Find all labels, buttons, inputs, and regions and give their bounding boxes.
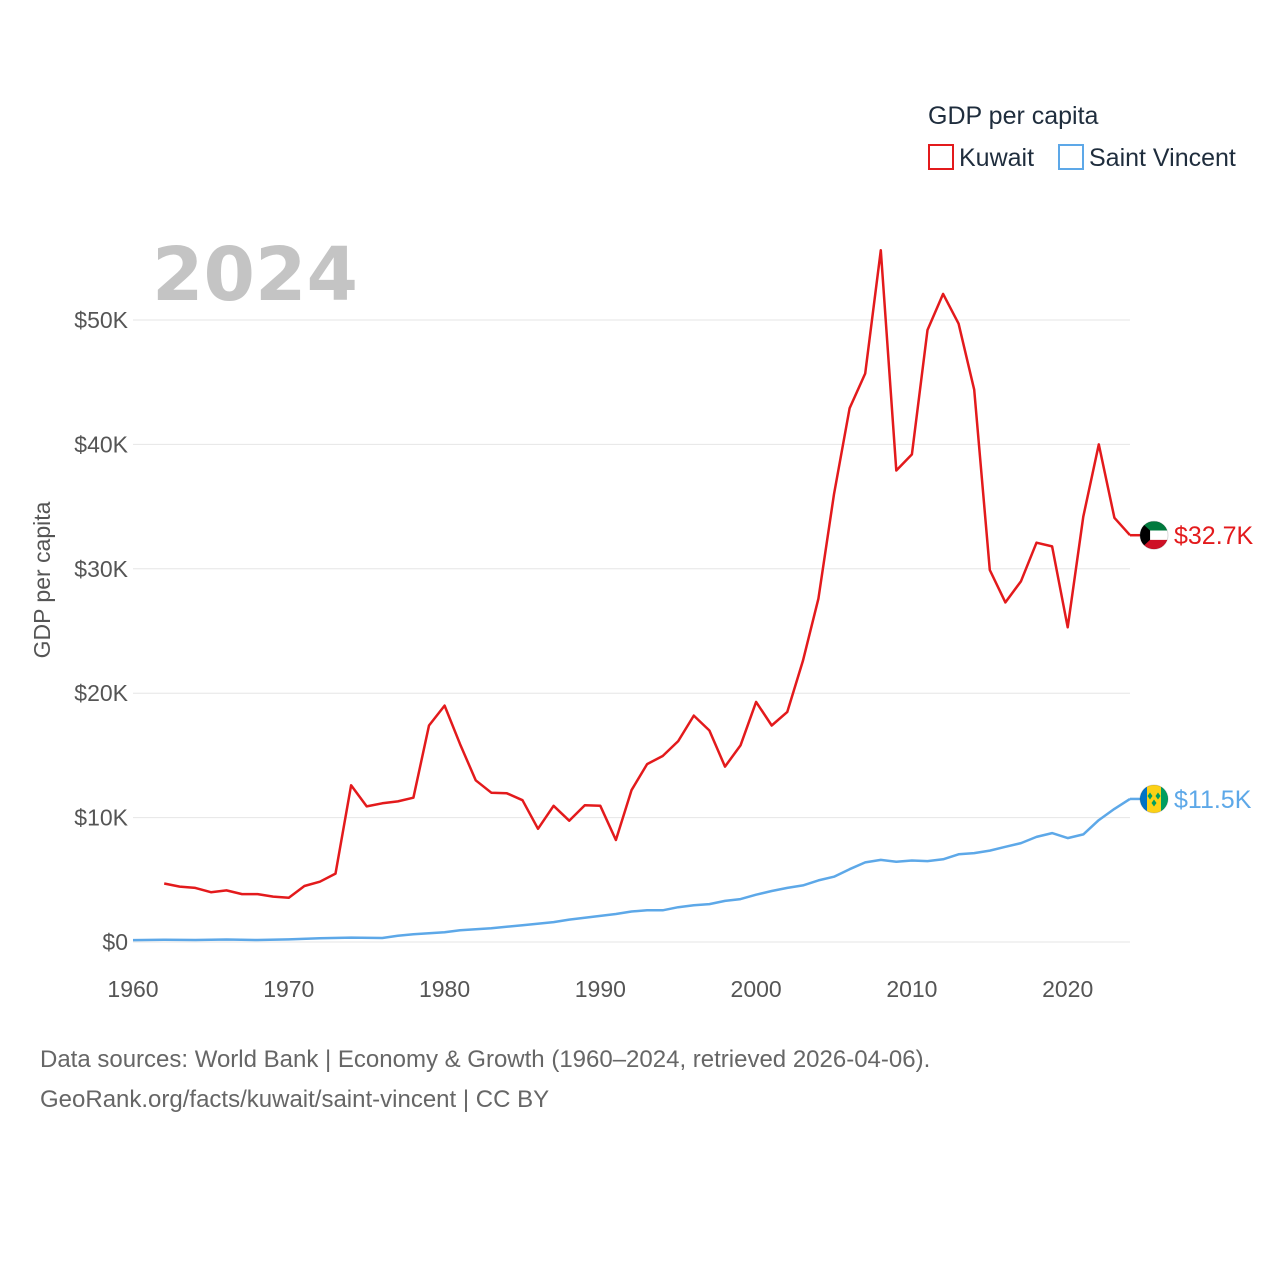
- x-tick-label: 2010: [886, 976, 937, 1002]
- legend-swatch-saint-vincent: [1058, 144, 1084, 170]
- footer-sources: Data sources: World Bank | Economy & Gro…: [40, 1046, 931, 1073]
- saint-vincent-flag-icon: [1139, 784, 1169, 814]
- x-tick-label: 1990: [575, 976, 626, 1002]
- year-label: 2024: [152, 232, 358, 318]
- y-tick-label: $30K: [74, 556, 128, 582]
- x-tick-label: 1970: [263, 976, 314, 1002]
- legend-item-saint-vincent[interactable]: Saint Vincent: [1058, 144, 1236, 172]
- series-line-saint-vincent[interactable]: [132, 797, 1131, 942]
- y-axis-ticks: $0 $10K $20K $30K $40K $50K: [74, 307, 128, 955]
- legend-title: GDP per capita: [928, 102, 1099, 130]
- y-tick-label: $50K: [74, 307, 128, 333]
- grid-lines: [133, 319, 1130, 943]
- series-line-kuwait[interactable]: [163, 249, 1131, 900]
- y-tick-label: $0: [102, 929, 128, 955]
- y-axis-title: GDP per capita: [29, 501, 55, 658]
- footer-attribution: GeoRank.org/facts/kuwait/saint-vincent |…: [40, 1086, 550, 1113]
- y-tick-label: $10K: [74, 805, 128, 831]
- kuwait-flag-icon: [1139, 520, 1169, 550]
- end-value-label-kuwait: $32.7K: [1174, 522, 1254, 550]
- end-value-label-saint-vincent: $11.5K: [1174, 786, 1252, 814]
- series-lines: [132, 249, 1131, 942]
- footer: Data sources: World Bank | Economy & Gro…: [40, 1040, 1240, 1120]
- chart: $0 $10K $20K $30K $40K $50K 1960 1970 1980 1990 2…: [29, 102, 1254, 1002]
- x-tick-label: 1980: [419, 976, 470, 1002]
- legend[interactable]: GDP per capita Kuwait Saint Vincent: [928, 102, 1236, 172]
- legend-swatch-kuwait: [928, 144, 954, 170]
- y-tick-label: $20K: [74, 680, 128, 706]
- legend-label-saint-vincent: Saint Vincent: [1089, 144, 1236, 172]
- series-end-markers: $32.7K $11.5K: [1130, 520, 1254, 814]
- x-tick-label: 2000: [731, 976, 782, 1002]
- legend-label-kuwait: Kuwait: [959, 144, 1034, 172]
- x-tick-label: 1960: [107, 976, 158, 1002]
- x-tick-label: 2020: [1042, 976, 1093, 1002]
- y-tick-label: $40K: [74, 431, 128, 457]
- legend-item-kuwait[interactable]: Kuwait: [928, 144, 1034, 172]
- x-axis-ticks: 1960 1970 1980 1990 2000 2010 2020: [107, 976, 1093, 1002]
